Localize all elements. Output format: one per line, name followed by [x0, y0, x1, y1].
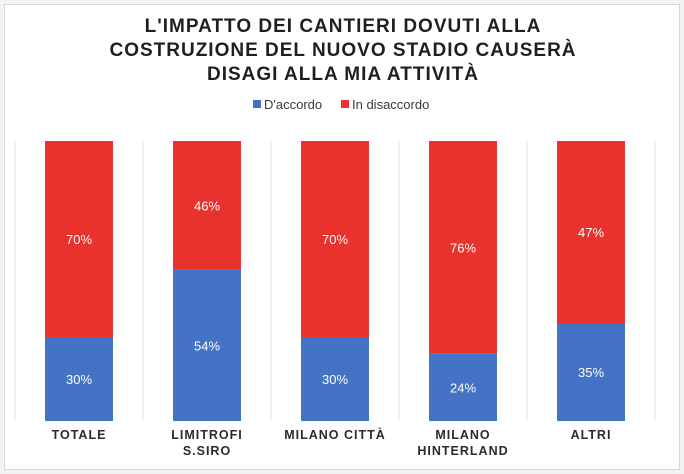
- bar-in-disaccordo-milano-hinterland: [429, 141, 497, 354]
- value-label-in-disaccordo-milano-hinterland: 76%: [450, 240, 476, 255]
- chart-title-line-3: DISAGI ALLA MIA ATTIVITÀ: [207, 63, 479, 85]
- value-labels: 30% 70% 54% 46% 30% 70% 24% 76% 35% 47%: [66, 198, 604, 395]
- chart-frame: L'IMPATTO DEI CANTIERI DOVUTI ALLA COSTR…: [4, 4, 680, 470]
- value-label-d-accordo-milano-hinterland: 24%: [450, 380, 476, 395]
- bar-d-accordo-totale: [45, 337, 113, 421]
- legend: D'accordo In disaccordo: [253, 97, 429, 112]
- chart-title-line-1: L'IMPATTO DEI CANTIERI DOVUTI ALLA: [145, 16, 542, 37]
- value-label-in-disaccordo-totale: 70%: [66, 232, 92, 247]
- value-label-d-accordo-totale: 30%: [66, 372, 92, 387]
- value-label-d-accordo-limitrofi-s-siro: 54%: [194, 338, 220, 353]
- legend-label-in-disaccordo: In disaccordo: [352, 97, 429, 112]
- bar-in-disaccordo-altri: [557, 141, 625, 323]
- category-label-totale: TOTALE: [52, 428, 107, 442]
- bar-in-disaccordo-limitrofi-s-siro: [173, 141, 241, 270]
- category-label-limitrofi-s-siro-line-2: S.SIRO: [183, 444, 231, 458]
- value-label-in-disaccordo-limitrofi-s-siro: 46%: [194, 198, 220, 213]
- value-label-in-disaccordo-milano-citta: 70%: [322, 232, 348, 247]
- value-label-d-accordo-altri: 35%: [578, 365, 604, 380]
- bar-in-disaccordo-milano-citta: [301, 141, 369, 337]
- value-label-in-disaccordo-altri: 47%: [578, 225, 604, 240]
- legend-swatch-in-disaccordo: [341, 100, 349, 108]
- value-label-d-accordo-milano-citta: 30%: [322, 372, 348, 387]
- bar-d-accordo-milano-citta: [301, 337, 369, 421]
- chart-title-line-2: COSTRUZIONE DEL NUOVO STADIO CAUSERÀ: [109, 39, 576, 61]
- bar-d-accordo-milano-hinterland: [429, 353, 497, 421]
- bar-d-accordo-altri: [557, 323, 625, 421]
- category-separators: [14, 141, 656, 421]
- category-label-milano-hinterland-line-1: MILANO: [435, 428, 490, 442]
- category-label-milano-hinterland-line-2: HINTERLAND: [417, 444, 508, 458]
- bar-in-disaccordo-totale: [45, 141, 113, 337]
- category-label-milano-citta: MILANO CITTÀ: [284, 427, 386, 442]
- category-label-limitrofi-s-siro-line-1: LIMITROFI: [171, 428, 243, 442]
- bar-d-accordo-limitrofi-s-siro: [173, 269, 241, 421]
- chart-title: L'IMPATTO DEI CANTIERI DOVUTI ALLA COSTR…: [109, 16, 576, 85]
- chart: L'IMPATTO DEI CANTIERI DOVUTI ALLA COSTR…: [14, 16, 656, 458]
- legend-swatch-daccordo: [253, 100, 261, 108]
- category-label-altri: ALTRI: [571, 428, 612, 442]
- legend-label-daccordo: D'accordo: [264, 97, 322, 112]
- bars: [45, 141, 625, 421]
- category-labels: TOTALE LIMITROFI S.SIRO MILANO CITTÀ MILANO H…: [52, 427, 612, 458]
